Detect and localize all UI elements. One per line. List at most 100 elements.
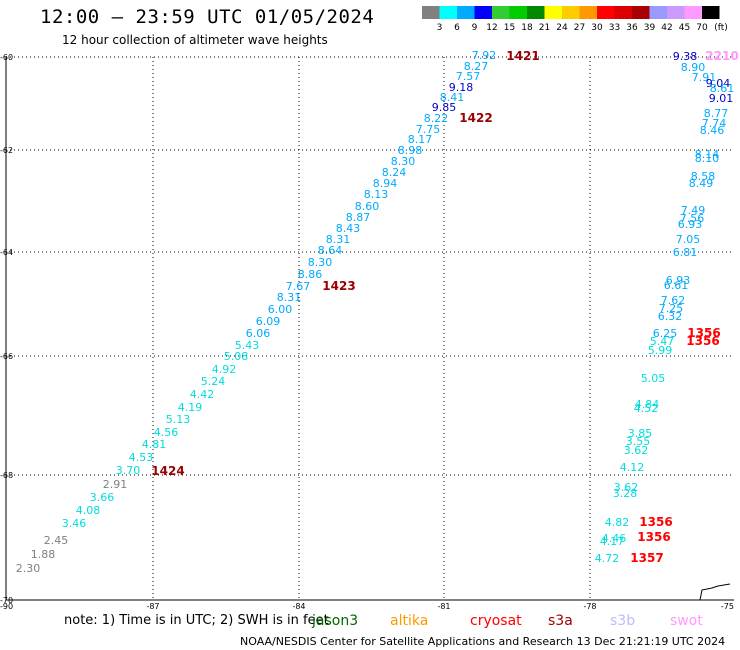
wave-height-label: 8.24 — [382, 166, 407, 179]
wave-height-label: 4.72 — [595, 552, 620, 565]
wave-height-label: 7.25 — [659, 302, 684, 315]
scale-swatch — [562, 6, 580, 19]
wave-height-label: 8.49 — [689, 177, 714, 190]
lat-tick-label: -70 — [0, 596, 13, 605]
scale-label: 18 — [521, 23, 533, 32]
wave-height-label: 4.46 — [602, 532, 627, 545]
wave-height-label: 7.67 — [286, 280, 311, 293]
scale-swatch — [614, 6, 632, 19]
wave-height-color-scale: 3 6 9 12 15 18 21 24 27 30 33 36 39 42 45 70 (ft) — [422, 6, 728, 32]
wave-height-label: 8.10 — [695, 152, 720, 165]
lon-tick-label: -87 — [146, 602, 159, 610]
wave-height-label: 2.91 — [103, 478, 128, 491]
wave-height-label: 4.42 — [190, 388, 215, 401]
wave-height-label: 8.90 — [681, 61, 706, 74]
map-subtitle: 12 hour collection of altimeter wave hei… — [62, 33, 328, 47]
wave-height-label: 8.22 — [424, 112, 449, 125]
wave-height-label: 7.49 — [681, 204, 706, 217]
satellite-legend-s3a: s3a — [548, 613, 573, 629]
wave-height-label: 6.61 — [664, 279, 689, 292]
scale-swatch — [579, 6, 597, 19]
pass-number-label: 1357 — [630, 551, 663, 565]
wave-height-label: 5.08 — [224, 350, 249, 363]
satellite-legend-swot: swot — [670, 613, 703, 629]
wave-height-label: 7.74 — [702, 117, 727, 130]
wave-height-label: 1.88 — [31, 548, 56, 561]
wave-height-label: 5.99 — [648, 344, 673, 357]
wave-height-label: 5.13 — [166, 413, 191, 426]
scale-label: 6 — [454, 23, 460, 32]
scale-label: 21 — [539, 23, 550, 32]
pass-number-label: 1356 — [639, 515, 672, 529]
wave-height-label: 8.58 — [691, 170, 716, 183]
pass-number-label: 1422 — [459, 111, 492, 125]
scale-swatch — [544, 6, 562, 19]
wave-height-label: 4.52 — [634, 402, 659, 415]
wave-height-label: 8.94 — [373, 177, 398, 190]
wave-height-label: 6.00 — [268, 303, 293, 316]
lat-tick-label: -60 — [0, 53, 13, 62]
lat-tick-label: -64 — [0, 248, 13, 257]
wave-height-label: 3.62 — [624, 444, 649, 457]
scale-label: 27 — [574, 23, 585, 32]
scale-label: 9 — [472, 23, 478, 32]
wave-height-map: -90 -87 -84 -81 -78 -75 -60 -62 -64 -66 -68 -70 7.9… — [0, 49, 739, 610]
wave-height-label: 4.84 — [635, 398, 660, 411]
scale-unit: (ft) — [714, 23, 728, 32]
scale-swatch — [492, 6, 510, 19]
wave-height-label: 3.28 — [613, 487, 638, 500]
lon-tick-label: -78 — [583, 602, 596, 610]
wave-height-label: 3.85 — [628, 427, 653, 440]
wave-height-label: 8.13 — [364, 188, 389, 201]
wave-height-label: 3.46 — [62, 517, 87, 530]
wave-height-label: 8.30 — [391, 155, 416, 168]
wave-height-label: 7.57 — [456, 70, 481, 83]
coastline — [699, 583, 731, 601]
wave-height-label: 4.08 — [76, 504, 101, 517]
wave-height-label: 4.81 — [142, 438, 167, 451]
lat-tick-label: -66 — [0, 352, 13, 361]
wave-height-label: 8.86 — [298, 268, 323, 281]
wave-height-label: 9.04 — [706, 77, 731, 90]
wave-height-label: 7.75 — [416, 123, 441, 136]
satellite-legend-jason3: jason3 — [312, 613, 359, 629]
track-1356-1357: 9.388.907.919.048.619.01 8.777.748.46 8.14… — [595, 49, 739, 565]
scale-label: 36 — [626, 23, 638, 32]
lon-tick-label: -84 — [292, 602, 305, 610]
wave-height-label: 6.32 — [658, 310, 683, 323]
scale-label: 42 — [661, 23, 672, 32]
scale-swatch — [509, 6, 527, 19]
wave-height-label: 4.92 — [212, 363, 237, 376]
pass-number-label: 1356 — [687, 326, 720, 340]
pass-number-label: 1421 — [506, 49, 539, 63]
scale-label: 24 — [556, 23, 568, 32]
wave-height-label: 7.92 — [472, 49, 497, 62]
wave-height-label: 6.81 — [673, 246, 698, 259]
wave-height-label: 8.14 — [695, 148, 720, 161]
map-grid — [5, 56, 734, 601]
credit-line: NOAA/NESDIS Center for Satellite Applica… — [240, 635, 726, 648]
wave-height-label: 6.93 — [666, 274, 691, 287]
scale-swatch — [439, 6, 457, 19]
wave-height-label: 9.18 — [449, 81, 474, 94]
lat-tick-label: -62 — [0, 146, 13, 155]
wave-height-label: 4.53 — [129, 451, 154, 464]
scale-label: 3 — [437, 23, 443, 32]
wave-height-label: 3.70 — [116, 464, 141, 477]
wave-height-label: 8.61 — [710, 82, 735, 95]
wave-height-label: 4.12 — [620, 461, 645, 474]
scale-label: 12 — [486, 23, 497, 32]
scale-swatch — [457, 6, 475, 19]
wave-height-label: 8.60 — [355, 200, 380, 213]
satellite-legend-s3b: s3b — [610, 613, 636, 629]
scale-swatch — [649, 6, 667, 19]
track-1421-1424: 7.928.277.579.188.419.858.227.758.178.98… — [16, 49, 540, 575]
scale-swatch — [527, 6, 545, 19]
wave-height-label: 9.38 — [673, 50, 698, 63]
wave-height-label: 8.30 — [308, 256, 333, 269]
wave-height-label: 5.24 — [201, 375, 226, 388]
wave-height-label: 4.17 — [600, 535, 625, 548]
map-title: 12:00 — 23:59 UTC 01/05/2024 — [40, 6, 375, 28]
scale-label: 45 — [679, 23, 690, 32]
wave-height-label: 2.30 — [16, 562, 41, 575]
